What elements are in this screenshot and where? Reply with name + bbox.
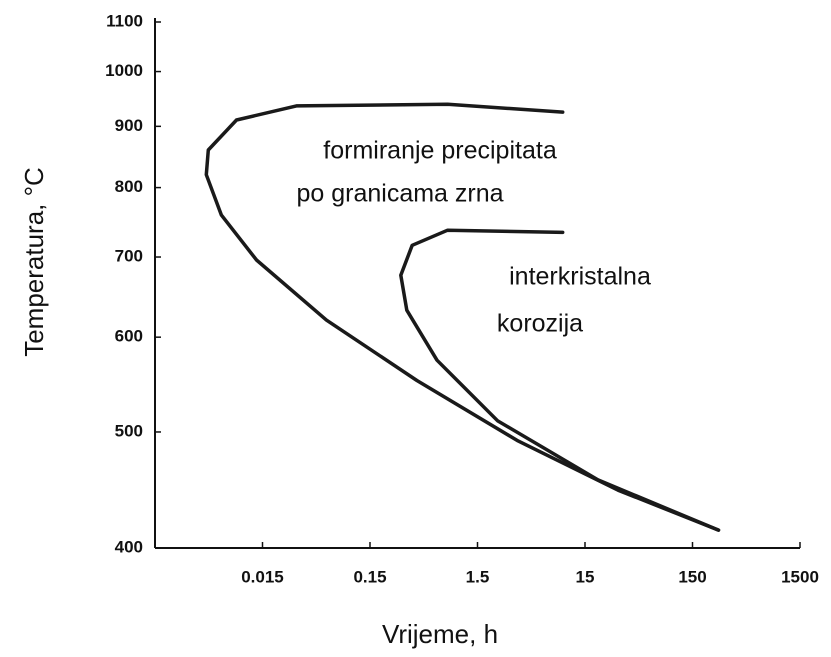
curve bbox=[204, 102, 721, 532]
y-tick-label: 500 bbox=[115, 421, 143, 440]
y-tick-label: 1100 bbox=[106, 11, 143, 30]
y-tick-label: 1000 bbox=[105, 61, 143, 80]
annotation: korozija bbox=[497, 310, 583, 338]
y-tick-label: 700 bbox=[115, 247, 143, 266]
x-tick-label: 150 bbox=[678, 567, 706, 586]
x-tick-label: 0.15 bbox=[353, 567, 386, 586]
x-tick-label: 15 bbox=[576, 567, 595, 586]
y-tick-label: 600 bbox=[115, 327, 143, 346]
x-tick-label: 1.5 bbox=[466, 567, 490, 586]
y-tick-label: 800 bbox=[115, 177, 143, 196]
y-tick-label: 400 bbox=[115, 537, 143, 556]
annotation: interkristalna bbox=[509, 263, 651, 291]
annotation: po granicama zrna bbox=[296, 180, 503, 208]
y-tick-label: 900 bbox=[115, 116, 143, 135]
x-tick-label: 0.015 bbox=[241, 567, 284, 586]
curve bbox=[399, 228, 721, 532]
x-tick-label: 1500 bbox=[781, 567, 819, 586]
x-axis-label: Vrijeme, h bbox=[382, 619, 498, 649]
annotation: formiranje precipitata bbox=[323, 137, 557, 165]
y-axis-label: Temperatura, °C bbox=[19, 167, 49, 357]
